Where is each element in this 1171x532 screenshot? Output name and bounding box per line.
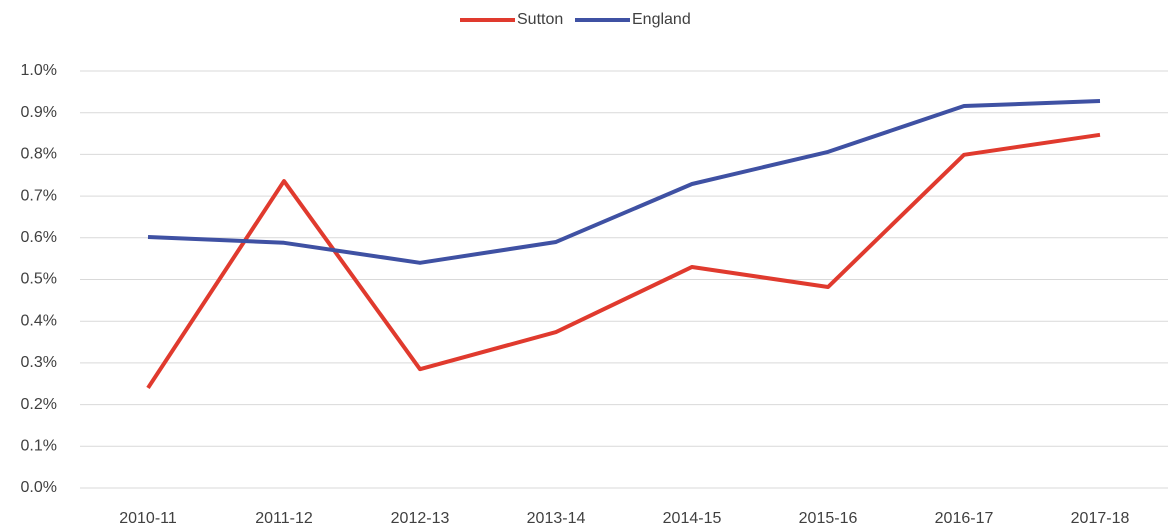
y-tick-label: 0.2% (21, 396, 57, 413)
x-tick-label: 2013-14 (527, 510, 586, 527)
x-tick-label: 2012-13 (391, 510, 450, 527)
y-tick-label: 0.9% (21, 104, 57, 121)
x-tick-label: 2015-16 (799, 510, 858, 527)
y-tick-label: 0.1% (21, 438, 57, 455)
series-line (147, 99, 1101, 265)
x-tick-label: 2010-11 (119, 510, 177, 527)
legend-label: Sutton (517, 11, 563, 28)
x-tick-label: 2011-12 (255, 510, 313, 527)
y-tick-label: 0.4% (21, 312, 57, 329)
x-tick-label: 2016-17 (935, 510, 994, 527)
y-tick-label: 0.7% (21, 187, 57, 204)
series-line (146, 132, 1101, 390)
y-tick-label: 1.0% (21, 62, 57, 79)
y-tick-label: 0.3% (21, 354, 57, 371)
x-tick-label: 2014-15 (663, 510, 722, 527)
legend-label: England (632, 11, 691, 28)
x-tick-label: 2017-18 (1071, 510, 1130, 527)
y-tick-label: 0.5% (21, 271, 57, 288)
y-tick-label: 0.0% (21, 479, 57, 496)
y-tick-label: 0.8% (21, 146, 57, 163)
y-tick-label: 0.6% (21, 229, 57, 246)
